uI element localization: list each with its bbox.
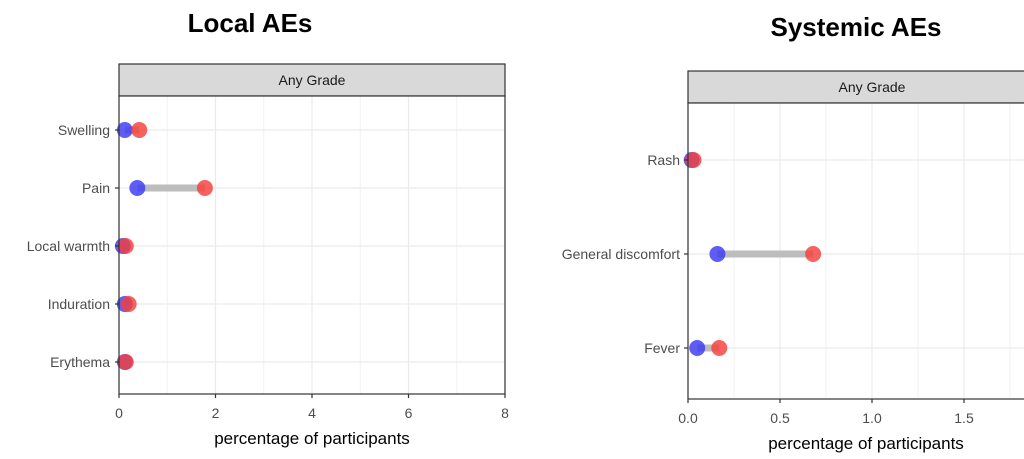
panel-title: Local AEs <box>188 8 313 38</box>
category-label: Erythema <box>50 354 110 370</box>
red-point <box>131 122 148 138</box>
facet-strip-label: Any Grade <box>279 72 346 88</box>
blue-point <box>116 122 133 138</box>
category-label: Fever <box>644 340 680 356</box>
category-label: Swelling <box>58 122 110 138</box>
systemic-aes-panel: Systemic AEs Any Grade Rash General discomf… <box>562 12 1024 453</box>
red-point <box>120 296 137 312</box>
category-label: Pain <box>82 180 110 196</box>
red-point <box>685 152 702 168</box>
x-tick-label: 1.0 <box>862 410 882 426</box>
x-axis-title: percentage of participants <box>214 429 410 448</box>
facet-strip <box>118 63 506 97</box>
x-tick-label: 0 <box>115 405 123 421</box>
x-axis-title: percentage of participants <box>768 434 964 453</box>
blue-point <box>129 180 146 196</box>
facet-strip-label: Any Grade <box>839 79 906 95</box>
x-tick-label: 6 <box>405 405 413 421</box>
blue-point <box>689 340 706 356</box>
red-point <box>711 340 728 356</box>
local-aes-panel: Local AEs Any Grade Swelling Pain Local warm… <box>27 8 509 448</box>
panel-title: Systemic AEs <box>770 12 941 42</box>
category-label: General discomfort <box>562 246 680 262</box>
blue-point <box>709 246 726 262</box>
red-point <box>117 238 134 254</box>
x-tick-label: 1.5 <box>954 410 974 426</box>
x-tick-label: 8 <box>501 405 509 421</box>
red-point <box>117 354 134 370</box>
x-tick-label: 4 <box>308 405 316 421</box>
category-label: Local warmth <box>27 238 110 254</box>
category-label: Induration <box>48 296 110 312</box>
facet-strip <box>687 70 1024 104</box>
x-tick-label: 0.0 <box>678 410 698 426</box>
red-point <box>196 180 213 196</box>
x-tick-label: 2 <box>212 405 220 421</box>
red-point <box>805 246 822 262</box>
x-tick-label: 0.5 <box>770 410 790 426</box>
category-label: Rash <box>647 152 680 168</box>
